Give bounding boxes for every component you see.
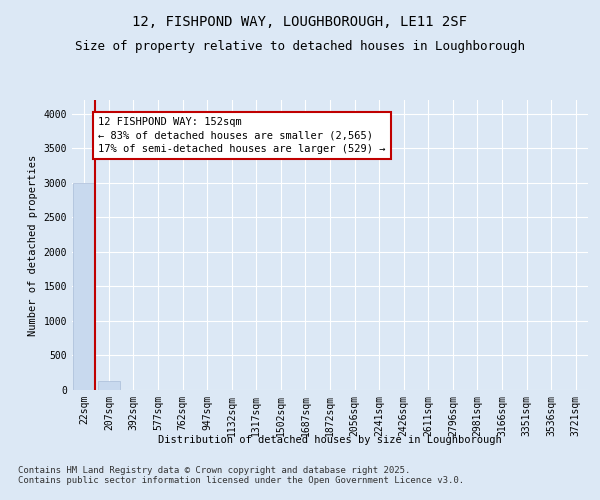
Text: 12, FISHPOND WAY, LOUGHBOROUGH, LE11 2SF: 12, FISHPOND WAY, LOUGHBOROUGH, LE11 2SF [133,15,467,29]
Bar [98,381,120,390]
Bar [73,183,95,390]
Text: Size of property relative to detached houses in Loughborough: Size of property relative to detached ho… [75,40,525,53]
Text: 12 FISHPOND WAY: 152sqm
← 83% of detached houses are smaller (2,565)
17% of semi: 12 FISHPOND WAY: 152sqm ← 83% of detache… [98,118,385,154]
Y-axis label: Number of detached properties: Number of detached properties [28,154,38,336]
Text: Contains HM Land Registry data © Crown copyright and database right 2025.
Contai: Contains HM Land Registry data © Crown c… [18,466,464,485]
Text: Distribution of detached houses by size in Loughborough: Distribution of detached houses by size … [158,435,502,445]
